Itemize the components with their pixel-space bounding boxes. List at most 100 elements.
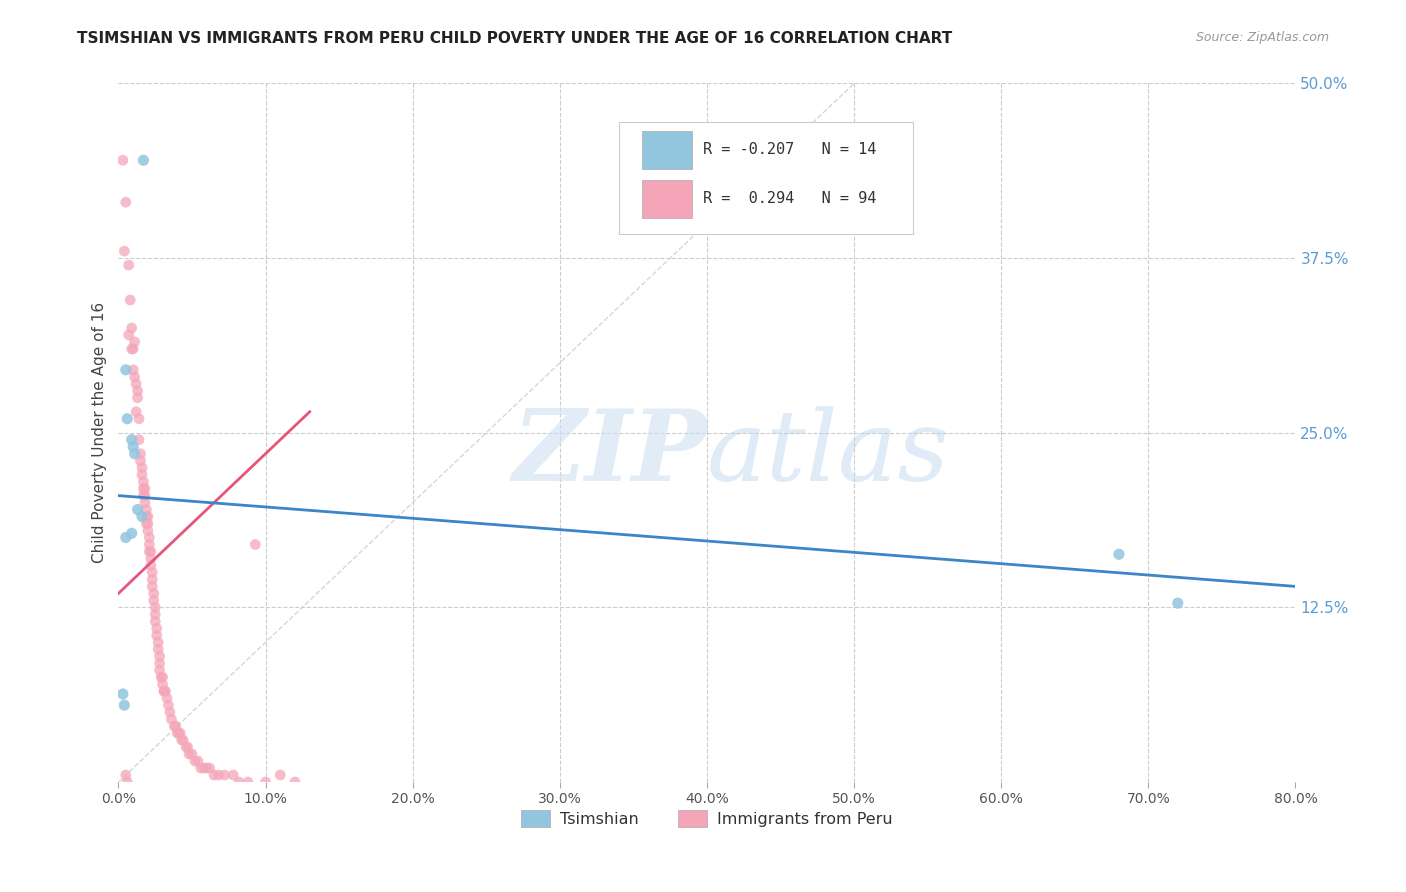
Point bbox=[128, 433, 150, 447]
Point bbox=[122, 342, 145, 356]
Point bbox=[127, 384, 149, 398]
Point bbox=[114, 363, 136, 377]
Point bbox=[141, 579, 163, 593]
Point bbox=[132, 475, 155, 489]
Point bbox=[120, 293, 142, 307]
Point bbox=[157, 698, 180, 713]
Point bbox=[138, 537, 160, 551]
Point bbox=[181, 747, 204, 761]
Point bbox=[127, 391, 149, 405]
Point bbox=[117, 411, 139, 425]
Point bbox=[170, 733, 193, 747]
Point bbox=[134, 482, 156, 496]
Point bbox=[124, 369, 146, 384]
Point bbox=[118, 258, 141, 272]
Text: atlas: atlas bbox=[707, 406, 949, 501]
Point bbox=[135, 509, 157, 524]
Point bbox=[141, 566, 163, 580]
Point bbox=[143, 600, 166, 615]
Point bbox=[150, 670, 173, 684]
Point bbox=[245, 537, 267, 551]
Point bbox=[138, 544, 160, 558]
Point bbox=[146, 642, 169, 657]
Point bbox=[193, 761, 215, 775]
Point bbox=[125, 376, 148, 391]
Point bbox=[114, 531, 136, 545]
Text: Source: ZipAtlas.com: Source: ZipAtlas.com bbox=[1195, 31, 1329, 45]
Point bbox=[142, 586, 165, 600]
Point bbox=[1108, 547, 1130, 561]
Point bbox=[121, 342, 143, 356]
Point bbox=[284, 775, 307, 789]
Point bbox=[172, 733, 194, 747]
Point bbox=[254, 775, 277, 789]
Point bbox=[184, 754, 207, 768]
Point bbox=[174, 740, 197, 755]
Point bbox=[131, 460, 153, 475]
Point bbox=[228, 775, 250, 789]
Point bbox=[236, 775, 259, 789]
Y-axis label: Child Poverty Under the Age of 16: Child Poverty Under the Age of 16 bbox=[93, 302, 107, 563]
Point bbox=[152, 677, 174, 691]
Point bbox=[125, 405, 148, 419]
Point bbox=[145, 628, 167, 642]
Point bbox=[134, 489, 156, 503]
FancyBboxPatch shape bbox=[643, 180, 692, 218]
Point bbox=[121, 526, 143, 541]
Point bbox=[129, 447, 152, 461]
Point bbox=[155, 684, 177, 698]
Point bbox=[145, 621, 167, 635]
Point bbox=[138, 531, 160, 545]
Legend: Tsimshian, Immigrants from Peru: Tsimshian, Immigrants from Peru bbox=[515, 804, 898, 833]
Point bbox=[269, 768, 291, 782]
Point bbox=[141, 573, 163, 587]
Point bbox=[222, 768, 245, 782]
Point bbox=[156, 691, 179, 706]
Point bbox=[131, 467, 153, 482]
Point bbox=[149, 663, 172, 677]
Point bbox=[112, 244, 135, 258]
Point bbox=[176, 740, 198, 755]
Text: R =  0.294   N = 94: R = 0.294 N = 94 bbox=[703, 191, 877, 206]
Point bbox=[195, 761, 218, 775]
Point bbox=[132, 482, 155, 496]
Point bbox=[198, 761, 221, 775]
Point bbox=[169, 726, 191, 740]
Point bbox=[114, 195, 136, 210]
Point bbox=[190, 761, 212, 775]
FancyBboxPatch shape bbox=[619, 122, 912, 234]
Point bbox=[118, 327, 141, 342]
Point bbox=[121, 433, 143, 447]
Point bbox=[136, 509, 159, 524]
Point bbox=[114, 768, 136, 782]
Point bbox=[139, 558, 162, 573]
Point bbox=[122, 440, 145, 454]
Point bbox=[146, 635, 169, 649]
Point bbox=[122, 363, 145, 377]
Point bbox=[143, 607, 166, 622]
Point bbox=[111, 687, 134, 701]
Point bbox=[149, 657, 172, 671]
Text: ZIP: ZIP bbox=[512, 406, 707, 502]
Point bbox=[163, 719, 186, 733]
FancyBboxPatch shape bbox=[643, 131, 692, 169]
Point bbox=[160, 712, 183, 726]
Text: TSIMSHIAN VS IMMIGRANTS FROM PERU CHILD POVERTY UNDER THE AGE OF 16 CORRELATION : TSIMSHIAN VS IMMIGRANTS FROM PERU CHILD … bbox=[77, 31, 953, 46]
Point bbox=[117, 775, 139, 789]
Point bbox=[149, 649, 172, 664]
Point bbox=[187, 754, 209, 768]
Point bbox=[143, 615, 166, 629]
Point bbox=[124, 447, 146, 461]
Point bbox=[111, 153, 134, 168]
Point bbox=[139, 551, 162, 566]
Point bbox=[142, 593, 165, 607]
Point bbox=[177, 747, 200, 761]
Text: R = -0.207   N = 14: R = -0.207 N = 14 bbox=[703, 143, 877, 157]
Point bbox=[165, 719, 187, 733]
Point bbox=[139, 544, 162, 558]
Point bbox=[127, 502, 149, 516]
Point bbox=[135, 502, 157, 516]
Point bbox=[121, 321, 143, 335]
Point bbox=[1167, 596, 1189, 610]
Point bbox=[124, 334, 146, 349]
